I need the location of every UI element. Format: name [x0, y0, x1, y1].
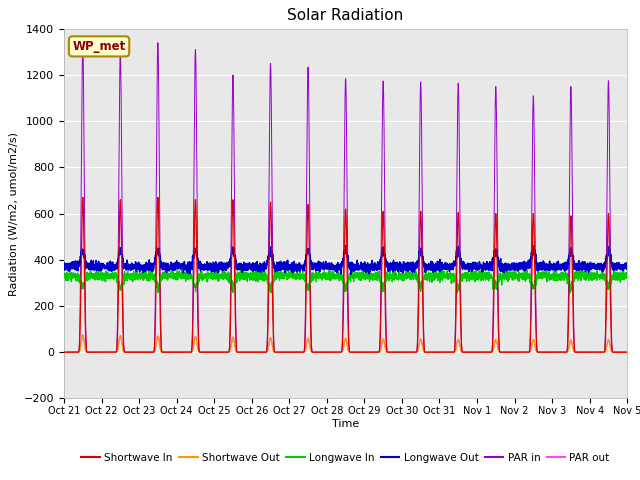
Legend: Shortwave In, Shortwave Out, Longwave In, Longwave Out, PAR in, PAR out: Shortwave In, Shortwave Out, Longwave In…: [77, 449, 614, 467]
Title: Solar Radiation: Solar Radiation: [287, 9, 404, 24]
Y-axis label: Radiation (W/m2, umol/m2/s): Radiation (W/m2, umol/m2/s): [8, 132, 18, 296]
Text: WP_met: WP_met: [72, 40, 125, 53]
X-axis label: Time: Time: [332, 419, 359, 429]
